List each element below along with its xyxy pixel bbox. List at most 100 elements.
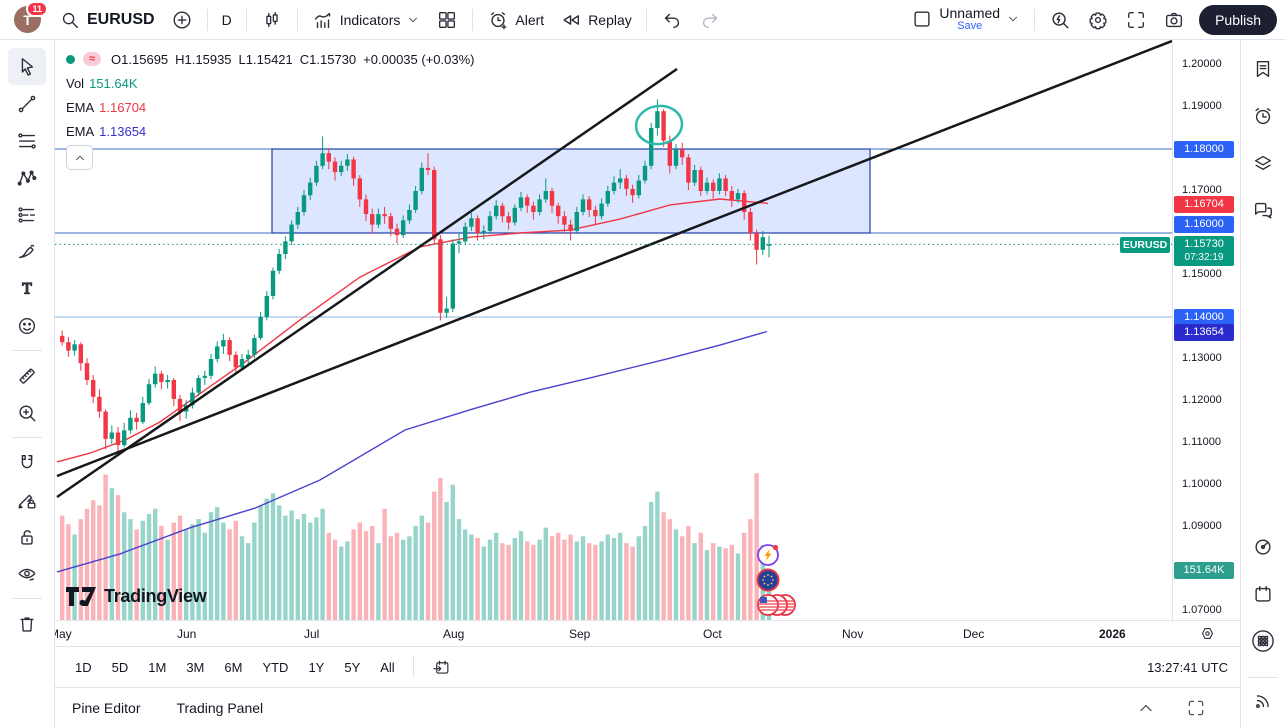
bottom-toolbar: 1D 5D 1M 3M 6M YTD 1Y 5Y All 13:27:41 UTC [55, 646, 1240, 687]
chart-style-button[interactable] [253, 4, 291, 36]
layout-manager-button[interactable]: Unnamed Save [903, 1, 1028, 37]
replay-button[interactable]: Replay [552, 4, 640, 36]
range-button-all[interactable]: All [372, 656, 402, 679]
publish-button[interactable]: Publish [1199, 4, 1277, 35]
high-value: H1.15935 [175, 51, 232, 67]
symbol-flag-icon[interactable]: ≈ [83, 52, 102, 66]
object-tree-button[interactable] [1246, 146, 1280, 180]
chat-bubbles-icon [1254, 202, 1272, 219]
layout-name: Unnamed [939, 5, 1001, 22]
axis-settings-icon[interactable] [1199, 625, 1216, 642]
brush-tool-button[interactable] [8, 233, 46, 270]
ideas-stream-button[interactable] [1246, 530, 1280, 564]
top-toolbar: T 11 EURUSD D Indicators Alert Replay [0, 0, 1285, 40]
chat-button[interactable] [1246, 193, 1280, 227]
drawing-mode-button[interactable] [8, 481, 46, 518]
alert-clock-icon [491, 11, 507, 29]
search-icon [62, 12, 79, 28]
fib-retracement-icon [18, 132, 36, 149]
text-tool-button[interactable]: T [8, 270, 46, 307]
symbol-legend-row[interactable]: ≈ O1.15695 H1.15935 L1.15421 C1.15730 +0.000… [66, 50, 481, 68]
ema-fast-line [56, 198, 769, 463]
economic-calendar-button[interactable] [1246, 577, 1280, 611]
ema-fast-legend-row[interactable]: EMA 1.16704 [66, 98, 481, 116]
range-button-3m[interactable]: 3M [178, 656, 212, 679]
projection-icon [18, 206, 36, 223]
market-status-dot [66, 54, 75, 64]
alerts-panel-button[interactable] [1246, 99, 1280, 133]
undo-button[interactable] [653, 4, 691, 36]
layers-icon [1254, 155, 1272, 170]
user-menu-button[interactable]: T 11 [14, 1, 48, 33]
indicators-icon [314, 12, 330, 28]
range-button-6m[interactable]: 6M [216, 656, 250, 679]
apps-menu-button[interactable] [1246, 624, 1280, 658]
chevron-down-icon [409, 17, 418, 22]
economic-event-icon[interactable] [757, 544, 779, 566]
tradingview-logo-icon [66, 587, 96, 606]
range-button-1y[interactable]: 1Y [300, 656, 332, 679]
chart-pane[interactable]: ≈ O1.15695 H1.15935 L1.15421 C1.15730 +0.000… [55, 40, 1240, 646]
smiley-icon [18, 317, 36, 334]
save-button[interactable]: Save [957, 20, 983, 33]
ema-slow-legend-row[interactable]: EMA 1.13654 [66, 122, 481, 140]
us-flags-icon[interactable] [757, 594, 796, 616]
time-axis-label: Jun [177, 627, 197, 641]
go-to-date-button[interactable] [424, 653, 459, 682]
alert-button[interactable]: Alert [479, 4, 552, 36]
alert-label: Alert [515, 11, 545, 28]
remove-drawings-button[interactable] [8, 605, 46, 642]
pattern-tool-button[interactable] [8, 159, 46, 196]
emoji-tool-button[interactable] [8, 307, 46, 344]
hide-drawings-button[interactable] [8, 555, 46, 592]
watchlist-button[interactable] [1246, 52, 1280, 86]
time-axis[interactable]: May Jun Jul Aug Sep Oct Nov Dec 2026 [55, 620, 1240, 646]
trend-line-drawing [56, 67, 678, 499]
pine-editor-tab[interactable]: Pine Editor [72, 696, 140, 720]
zoom-in-tool-button[interactable] [8, 394, 46, 431]
screenshot-button[interactable] [1155, 4, 1193, 36]
tradingview-logo[interactable]: TradingView [66, 586, 207, 607]
range-button-ytd[interactable]: YTD [254, 656, 296, 679]
time-axis-label: May [55, 627, 72, 641]
trend-line-tool-button[interactable] [8, 85, 46, 122]
quick-search-button[interactable] [1041, 4, 1079, 36]
trading-panel-tab[interactable]: Trading Panel [176, 696, 263, 720]
redo-button[interactable] [691, 4, 729, 36]
current-price-badge: 1.15730 07:32:19 [1174, 236, 1234, 266]
time-axis-label: Nov [842, 627, 864, 641]
fib-retracement-tool-button[interactable] [8, 122, 46, 159]
cursor-tool-button[interactable] [8, 48, 46, 85]
compare-add-button[interactable] [163, 4, 201, 36]
price-axis-badge: 1.18000 [1174, 140, 1234, 158]
fullscreen-button[interactable] [1117, 4, 1155, 36]
range-button-5d[interactable]: 5D [104, 656, 137, 679]
volume-bars [60, 473, 772, 620]
interval-button[interactable]: D [214, 7, 240, 33]
measure-tool-button[interactable] [8, 357, 46, 394]
indicators-button[interactable]: Indicators [304, 4, 429, 36]
settings-button[interactable] [1079, 4, 1117, 36]
cursor-icon [21, 57, 34, 76]
magnet-tool-button[interactable] [8, 444, 46, 481]
maximize-panel-button[interactable] [1178, 693, 1214, 723]
range-button-1d[interactable]: 1D [67, 656, 100, 679]
divider [1034, 8, 1036, 31]
collapse-pane-button[interactable] [66, 145, 93, 170]
clock-utc[interactable]: 13:27:41 UTC [1147, 659, 1228, 675]
expand-panel-button[interactable] [1128, 693, 1164, 723]
lock-drawings-button[interactable] [8, 518, 46, 555]
symbol-search-button[interactable]: EURUSD [51, 4, 163, 36]
ohlc-values: O1.15695 H1.15935 L1.15421 C1.15730 +0.00035… [111, 52, 481, 67]
price-axis-label: 1.10000 [1182, 478, 1222, 490]
range-button-1m[interactable]: 1M [140, 656, 174, 679]
volume-legend-row[interactable]: Vol 151.64K [66, 74, 481, 92]
layout-grid-button[interactable] [428, 4, 466, 36]
price-axis-badge: 1.13654 [1174, 323, 1234, 341]
eu-flag-icon[interactable] [756, 568, 780, 592]
projection-tool-button[interactable] [8, 196, 46, 233]
price-axis[interactable]: 1.20000 1.19000 1.17000 1.15000 1.13000 1.120… [1172, 40, 1240, 620]
price-chart-canvas[interactable] [55, 40, 1172, 620]
signals-button[interactable] [1246, 684, 1280, 718]
range-button-5y[interactable]: 5Y [336, 656, 368, 679]
